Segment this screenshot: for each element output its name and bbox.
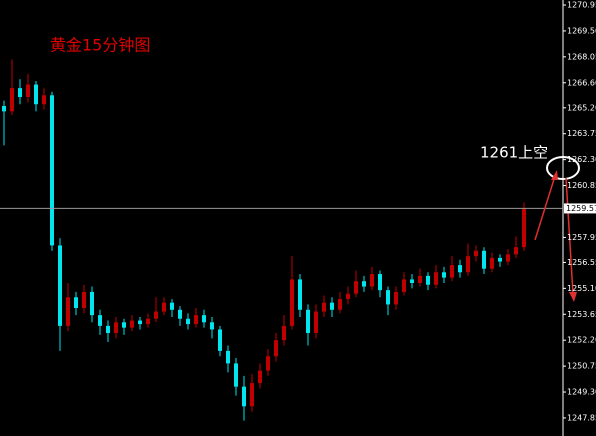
y-tick-label: 1270.95 <box>567 1 596 10</box>
candle-body <box>378 274 382 291</box>
candle-body <box>114 322 118 334</box>
candle-body <box>154 311 158 319</box>
y-tick-label: 1249.30 <box>567 388 596 397</box>
candle-body <box>162 302 166 312</box>
candle-body <box>170 302 174 310</box>
candle-body <box>186 318 190 325</box>
candle-body <box>434 272 438 285</box>
candle-body <box>506 254 510 262</box>
y-tick-label: 1253.65 <box>567 310 596 319</box>
candle-body <box>50 95 54 246</box>
candle-body <box>386 290 390 305</box>
candle-body <box>298 279 302 310</box>
y-tick-label: 1269.50 <box>567 26 596 35</box>
y-tick-label: 1257.95 <box>567 233 596 242</box>
candle-body <box>138 320 142 325</box>
candle-body <box>354 281 358 294</box>
candle-body <box>394 291 398 305</box>
candle-body <box>106 325 110 334</box>
candle-body <box>402 279 406 292</box>
candle-body <box>90 291 94 316</box>
candle-body <box>10 88 14 112</box>
candle-body <box>330 302 334 310</box>
y-tick-label: 1262.30 <box>567 155 596 164</box>
candle-body <box>218 329 222 351</box>
chart-title: 黄金15分钟图 <box>50 36 150 55</box>
candle-body <box>242 386 246 407</box>
candle-body <box>442 272 446 278</box>
y-tick-label: 1265.20 <box>567 103 596 112</box>
candle-body <box>202 315 206 323</box>
price-label-box <box>564 203 596 214</box>
arrow-head <box>569 292 577 302</box>
arrow-up <box>534 175 556 241</box>
candle-body <box>2 106 6 112</box>
candle-body <box>146 318 150 325</box>
candle-body <box>26 84 30 98</box>
candle-body <box>466 256 470 273</box>
annotation: 1261上空 <box>480 144 548 162</box>
marks <box>0 59 563 421</box>
candle-body <box>74 297 78 309</box>
y-tick-label: 1263.75 <box>567 129 596 138</box>
candle-body <box>410 279 414 283</box>
candle-body <box>290 279 294 326</box>
candle-body <box>514 247 518 255</box>
y-tick-label: 1256.55 <box>567 258 596 267</box>
candle-body <box>234 363 238 387</box>
candle-body <box>482 250 486 269</box>
candle-body <box>426 275 430 285</box>
candle-body <box>418 275 422 283</box>
candle-body <box>250 383 254 407</box>
candle-body <box>474 250 478 257</box>
candle-body <box>18 88 22 98</box>
candle-body <box>498 257 502 262</box>
candle-body <box>42 95 46 105</box>
candle-body <box>210 322 214 330</box>
arrow-head <box>551 170 558 180</box>
candle-body <box>314 311 318 334</box>
candle-body <box>522 208 526 248</box>
y-tick-label: 1266.60 <box>567 78 596 87</box>
candle-body <box>282 325 286 341</box>
candle-body <box>362 281 366 287</box>
y-tick-label: 1255.10 <box>567 284 596 293</box>
candle-body <box>490 257 494 269</box>
y-tick-label: 1247.85 <box>567 413 596 422</box>
candle-body <box>450 265 454 278</box>
y-tick-label: 1260.85 <box>567 181 596 190</box>
highlight-ellipse <box>546 156 580 180</box>
candle-body <box>34 84 38 105</box>
candle-body <box>306 309 310 334</box>
y-tick-label: 1252.20 <box>567 336 596 345</box>
y-tick-label: 1250.75 <box>567 362 596 371</box>
arrow-down <box>565 177 574 295</box>
candle-body <box>58 245 62 326</box>
candle-body <box>194 315 198 325</box>
candle-body <box>82 291 86 309</box>
candle-body <box>274 340 278 357</box>
candle-body <box>370 274 374 287</box>
candle-body <box>122 322 126 328</box>
y-tick-label: 1268.05 <box>567 52 596 61</box>
candle-body <box>258 370 262 384</box>
price-label: 1259.57 <box>566 204 596 213</box>
candle-body <box>98 315 102 326</box>
candle-body <box>346 293 350 300</box>
candle-body <box>338 299 342 310</box>
candle-body <box>226 350 230 364</box>
candle-body <box>266 356 270 371</box>
candle-body <box>130 320 134 328</box>
candle-body <box>322 302 326 312</box>
candle-body <box>66 297 70 326</box>
candle-body <box>458 265 462 273</box>
candle-body <box>178 309 182 319</box>
